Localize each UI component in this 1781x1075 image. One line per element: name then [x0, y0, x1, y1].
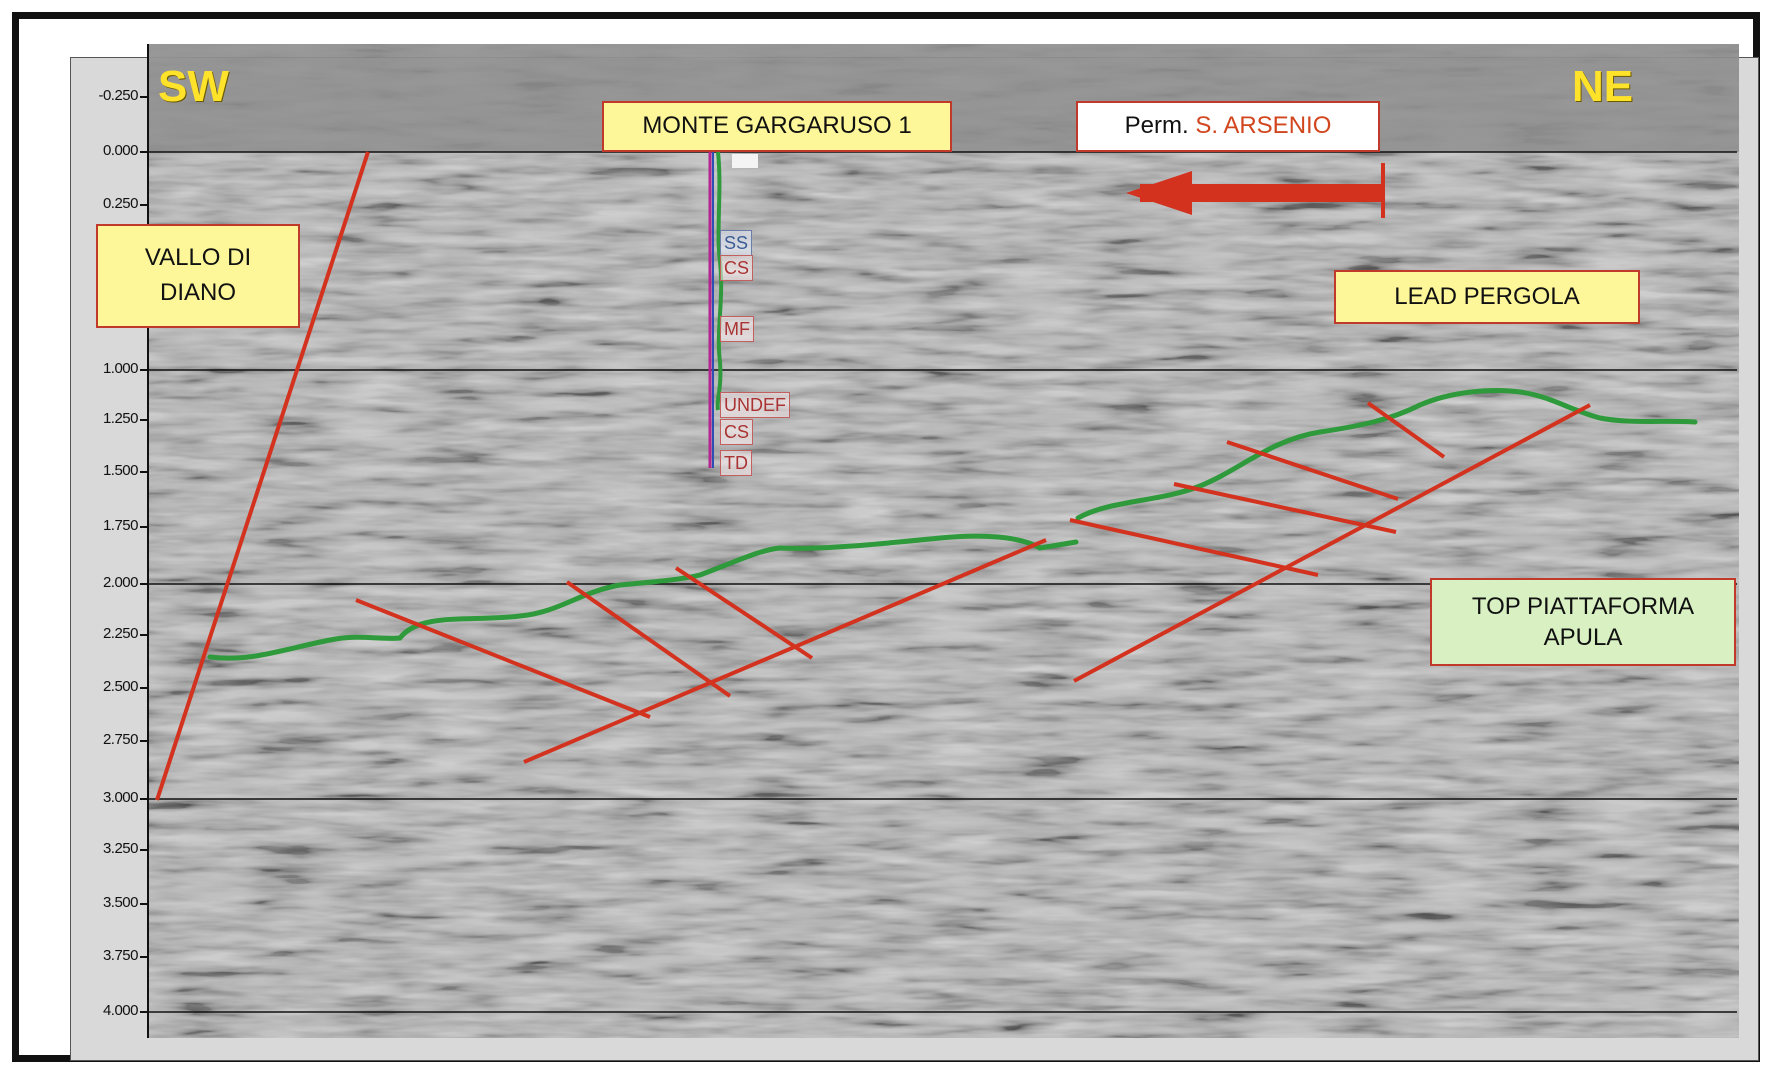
- y-tick-label: 0.250: [102, 195, 139, 212]
- permit-arrow-head: [1126, 171, 1192, 215]
- well-marker-td: TD: [720, 450, 752, 476]
- well-marker-cs-lower: CS: [720, 419, 754, 445]
- y-tick-label: 1.250: [102, 410, 139, 427]
- top-line-1: TOP PIATTAFORMA: [1471, 592, 1695, 620]
- top-piattaforma-label: TOP PIATTAFORMA APULA: [1430, 578, 1736, 666]
- lead-pergola-label: LEAD PERGOLA: [1334, 270, 1640, 324]
- vallo-line-1: VALLO DI: [144, 244, 252, 272]
- fault-8: [1226, 440, 1399, 501]
- top-apula-horizon-west: [207, 533, 1079, 661]
- vallo-di-diano-label: VALLO DI DIANO: [96, 224, 300, 328]
- y-tick-label: 4.000: [102, 1002, 139, 1019]
- y-tick-label: 0.000: [102, 142, 139, 159]
- y-tick-label: 2.750: [102, 731, 139, 748]
- permit-arrow-shaft: [1140, 184, 1382, 202]
- lead-pergola-text: LEAD PERGOLA: [1394, 282, 1580, 310]
- permit-prefix: Perm.: [1124, 112, 1189, 140]
- y-tick-label: -0.250: [98, 87, 138, 104]
- y-tick-label: 3.000: [102, 789, 139, 806]
- fault-3: [565, 580, 732, 698]
- well-marker-cs-upper: CS: [720, 255, 754, 281]
- seismic-shading: [148, 44, 1739, 1038]
- permit-label: Perm. S. ARSENIO: [1076, 101, 1380, 152]
- fault-7: [1173, 482, 1397, 534]
- well-marker-ss: SS: [720, 230, 753, 256]
- top-line-2: APULA: [1543, 624, 1623, 651]
- vallo-line-2: DIANO: [159, 279, 236, 306]
- y-tick-label: 2.500: [102, 678, 139, 695]
- permit-name: S. ARSENIO: [1195, 112, 1332, 140]
- y-tick-label: 1.000: [102, 360, 139, 377]
- y-tick-label: 3.750: [102, 947, 139, 964]
- y-tick-label: 1.500: [102, 462, 139, 479]
- y-tick-label: 3.500: [102, 894, 139, 911]
- well-name-label: MONTE GARGARUSO 1: [602, 101, 952, 152]
- top-apula-horizon-east: [1075, 388, 1698, 521]
- fault-1: [355, 598, 651, 719]
- well-name-text: MONTE GARGARUSO 1: [642, 112, 912, 140]
- well-marker-undef: UNDEF: [720, 392, 790, 418]
- well-marker-mf: MF: [720, 316, 754, 342]
- fault-2: [523, 538, 1047, 764]
- well-head-marker: [732, 154, 758, 168]
- vallo-di-diano-fault: [155, 151, 370, 801]
- y-tick-label: 2.250: [102, 625, 139, 642]
- fault-6: [1069, 518, 1319, 577]
- y-tick-label: 2.000: [102, 574, 139, 591]
- ne-label: NE: [1572, 62, 1634, 111]
- fault-5: [1073, 403, 1591, 683]
- sw-label: SW: [158, 62, 229, 111]
- fault-9: [1366, 401, 1446, 459]
- fault-4: [674, 566, 814, 660]
- seismic-texture: [148, 44, 1739, 1038]
- y-tick-label: 1.750: [102, 517, 139, 534]
- well-log-green: [715, 151, 724, 411]
- y-ticks: [140, 96, 148, 1013]
- y-tick-label: 3.250: [102, 840, 139, 857]
